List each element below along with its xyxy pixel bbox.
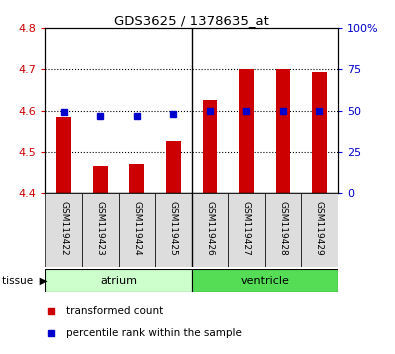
- Text: GSM119426: GSM119426: [205, 201, 214, 256]
- Bar: [312, 72, 327, 193]
- Bar: [93, 166, 107, 193]
- Text: GSM119422: GSM119422: [59, 201, 68, 256]
- Bar: [45, 269, 192, 292]
- Bar: [192, 269, 338, 292]
- Text: tissue  ▶: tissue ▶: [2, 275, 48, 286]
- Bar: [301, 193, 338, 267]
- Text: GSM119423: GSM119423: [96, 201, 105, 256]
- Bar: [265, 193, 301, 267]
- Bar: [192, 193, 228, 267]
- Text: transformed count: transformed count: [66, 306, 163, 316]
- Text: GSM119424: GSM119424: [132, 201, 141, 256]
- Bar: [276, 69, 290, 193]
- Bar: [118, 193, 155, 267]
- Text: GSM119429: GSM119429: [315, 201, 324, 256]
- Bar: [45, 193, 82, 267]
- Text: percentile rank within the sample: percentile rank within the sample: [66, 328, 242, 338]
- Bar: [203, 100, 217, 193]
- Bar: [130, 164, 144, 193]
- Bar: [228, 193, 265, 267]
- Text: GSM119428: GSM119428: [278, 201, 288, 256]
- Bar: [82, 193, 118, 267]
- Bar: [56, 117, 71, 193]
- Bar: [155, 193, 192, 267]
- Title: GDS3625 / 1378635_at: GDS3625 / 1378635_at: [114, 14, 269, 27]
- Text: GSM119427: GSM119427: [242, 201, 251, 256]
- Text: GSM119425: GSM119425: [169, 201, 178, 256]
- Text: ventricle: ventricle: [240, 275, 289, 286]
- Bar: [239, 69, 254, 193]
- Text: atrium: atrium: [100, 275, 137, 286]
- Bar: [166, 142, 181, 193]
